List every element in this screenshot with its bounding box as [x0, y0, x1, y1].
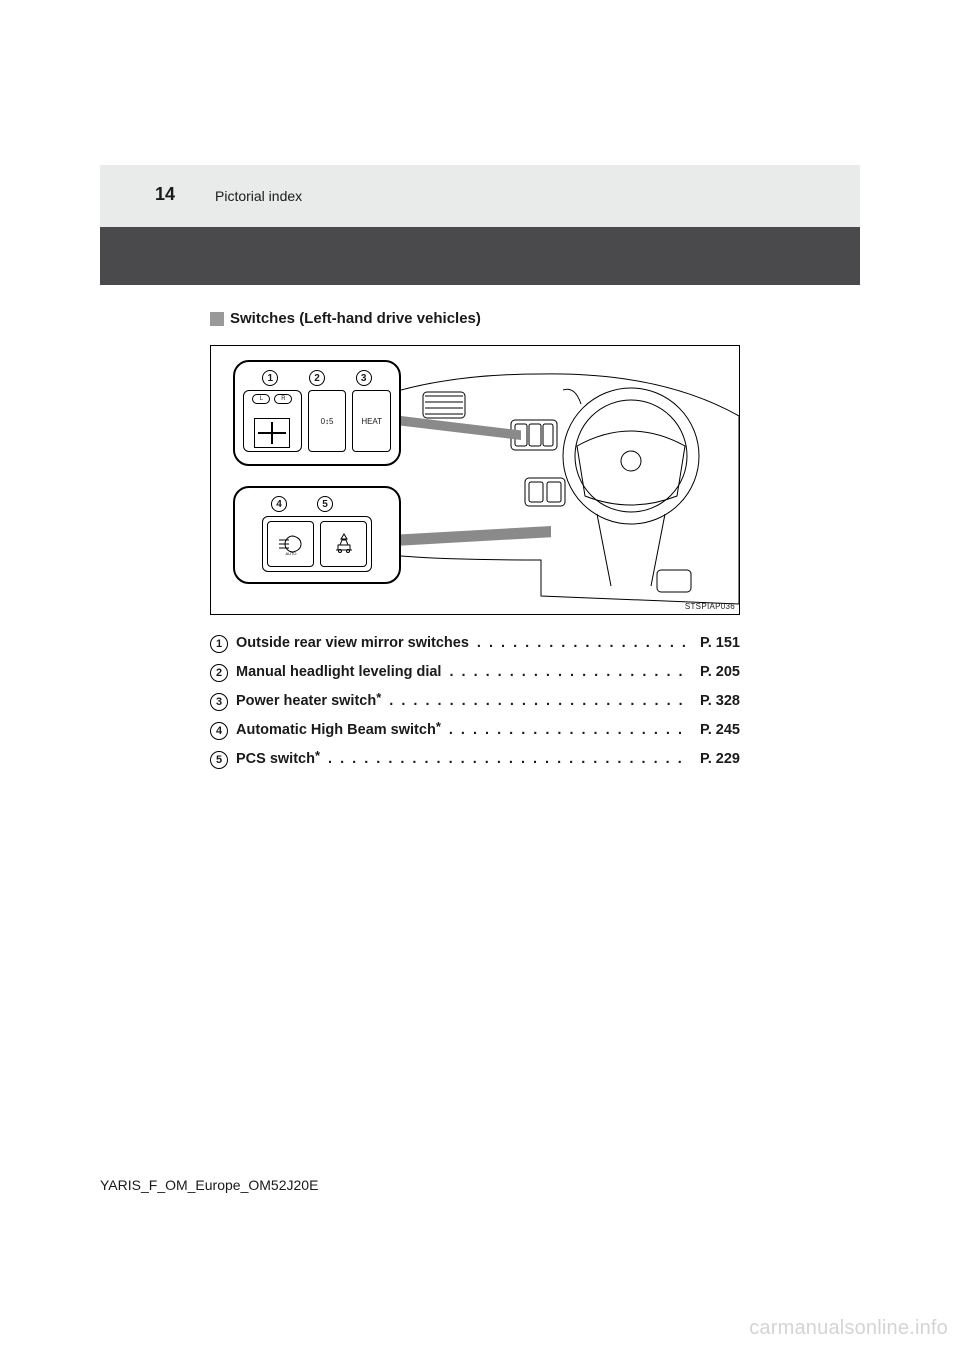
- callout-number: 2: [309, 370, 325, 386]
- switch-panel-bottom: 4 5 AUTO: [233, 486, 401, 584]
- switch-panel-top: 1 2 3 L R 0↕5 HEAT: [233, 360, 401, 466]
- header-band: [100, 165, 860, 227]
- switches-diagram: 1 2 3 L R 0↕5 HEAT 4 5: [210, 345, 740, 615]
- panel-bottom-number-row: 4 5: [243, 496, 391, 516]
- item-number-icon: 3: [210, 693, 228, 711]
- callout-number: 1: [262, 370, 278, 386]
- item-page: P. 229: [694, 752, 740, 767]
- headlight-leveling-dial-icon: 0↕5: [308, 390, 347, 452]
- item-number-icon: 5: [210, 751, 228, 769]
- heading-square-icon: [210, 312, 224, 326]
- callout-number: 5: [317, 496, 333, 512]
- leader-dots: [449, 665, 685, 680]
- list-item: 1 Outside rear view mirror switches P. 1…: [210, 635, 740, 653]
- page-number: 14: [155, 184, 175, 205]
- mirror-left-label: L: [252, 394, 270, 404]
- callout-number: 4: [271, 496, 287, 512]
- list-item: 2 Manual headlight leveling dial P. 205: [210, 664, 740, 682]
- document-id: YARIS_F_OM_Europe_OM52J20E: [100, 1177, 318, 1193]
- mirror-direction-pad-icon: [254, 418, 290, 448]
- panel-bottom-controls: AUTO: [262, 516, 372, 572]
- list-item: 3 Power heater switch* P. 328: [210, 693, 740, 711]
- item-page: P. 151: [694, 636, 740, 651]
- mirror-switch-icon: L R: [243, 390, 302, 452]
- leader-dots: [449, 723, 686, 738]
- leader-dots: [477, 636, 686, 651]
- list-item: 4 Automatic High Beam switch* P. 245: [210, 722, 740, 740]
- item-number-icon: 1: [210, 635, 228, 653]
- callout-number: 3: [356, 370, 372, 386]
- item-number-icon: 2: [210, 664, 228, 682]
- footnote-star-icon: *: [315, 748, 320, 763]
- panel-top-number-row: 1 2 3: [243, 370, 391, 390]
- leader-dots: [328, 752, 686, 767]
- dashboard-illustration: [401, 346, 739, 614]
- content-area: Switches (Left-hand drive vehicles): [210, 310, 810, 780]
- footnote-star-icon: *: [376, 690, 381, 705]
- auto-high-beam-switch-icon: AUTO: [267, 521, 314, 567]
- watermark: carmanualsonline.info: [749, 1317, 948, 1340]
- power-heater-switch-icon: HEAT: [352, 390, 391, 452]
- item-label: Outside rear view mirror switches: [236, 636, 469, 651]
- footnote-star-icon: *: [436, 719, 441, 734]
- item-page: P. 205: [694, 665, 740, 680]
- item-page: P. 328: [694, 694, 740, 709]
- list-item: 5 PCS switch* P. 229: [210, 751, 740, 769]
- item-label: PCS switch*: [236, 752, 320, 767]
- mirror-right-label: R: [274, 394, 292, 404]
- dark-band: [100, 227, 860, 285]
- item-number-icon: 4: [210, 722, 228, 740]
- diagram-code: STSPIAP036: [685, 602, 735, 611]
- pcs-switch-icon: [320, 521, 367, 567]
- leader-dots: [389, 694, 686, 709]
- svg-text:AUTO: AUTO: [285, 551, 296, 556]
- item-label: Manual headlight leveling dial: [236, 665, 441, 680]
- subsection-heading-text: Switches (Left-hand drive vehicles): [230, 310, 481, 327]
- item-page: P. 245: [694, 723, 740, 738]
- item-label: Power heater switch*: [236, 694, 381, 709]
- subsection-heading: Switches (Left-hand drive vehicles): [210, 310, 810, 327]
- item-label: Automatic High Beam switch*: [236, 723, 441, 738]
- item-list: 1 Outside rear view mirror switches P. 1…: [210, 635, 740, 769]
- panel-top-controls: L R 0↕5 HEAT: [243, 390, 391, 452]
- section-title: Pictorial index: [215, 188, 302, 204]
